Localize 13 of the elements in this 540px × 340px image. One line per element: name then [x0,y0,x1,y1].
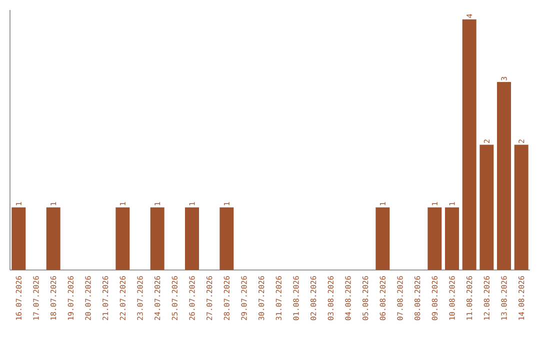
bar [445,207,460,270]
bar [428,207,442,270]
bar [12,207,26,270]
bar [376,207,390,270]
bar [462,19,476,270]
bar [514,144,528,270]
bar [150,207,164,270]
bar [116,207,130,270]
bar [46,207,60,270]
bar [185,207,199,270]
bar [220,207,234,270]
bar [497,82,512,270]
bar [480,144,494,270]
